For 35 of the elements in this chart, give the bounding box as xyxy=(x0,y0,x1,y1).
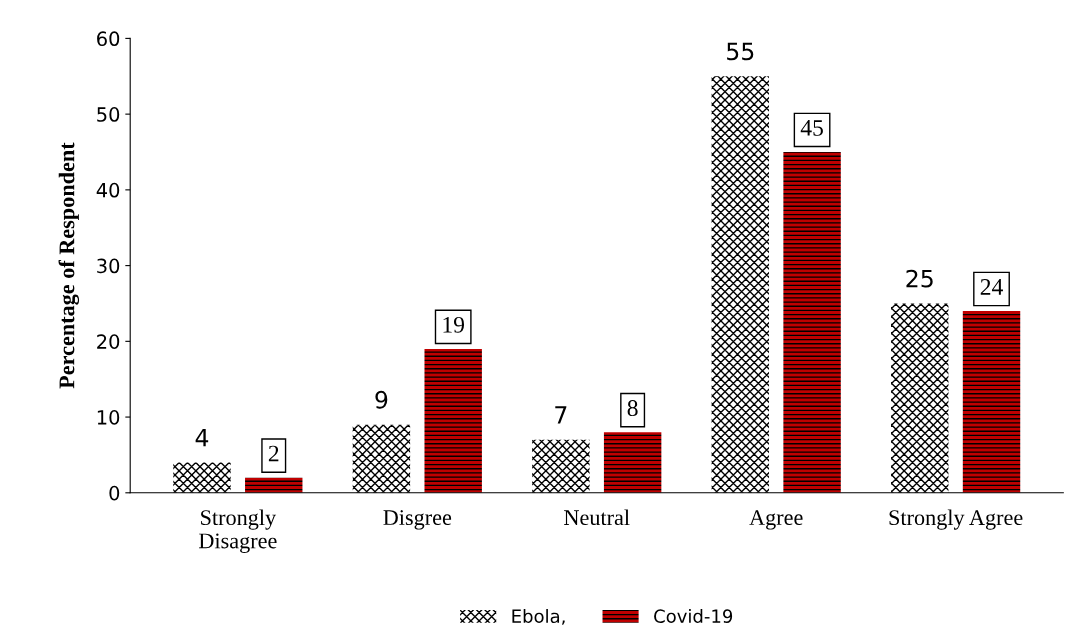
y-tick-label: 50 xyxy=(97,107,120,122)
data-label: 4 xyxy=(195,429,209,447)
y-tick-label: 10 xyxy=(97,410,120,425)
bar xyxy=(532,439,590,493)
legend-label: Ebola, xyxy=(512,609,565,625)
bar xyxy=(245,477,303,493)
bar xyxy=(424,348,482,493)
bar xyxy=(173,462,231,493)
data-label: 19 xyxy=(443,316,465,333)
data-label: 2 xyxy=(268,445,279,462)
x-tick-label: Disgree xyxy=(383,510,452,530)
bar xyxy=(962,311,1021,493)
data-label: 24 xyxy=(980,279,1003,295)
y-tick-label: 60 xyxy=(97,31,120,47)
x-tick-label: Strongly Disagree xyxy=(199,509,277,553)
y-axis-title: Percentage of Respondent xyxy=(58,142,80,389)
bar xyxy=(711,76,770,493)
x-tick-label: Strongly Agree xyxy=(889,509,1023,530)
bar xyxy=(603,432,662,493)
x-tick-label: Neutral xyxy=(564,509,630,526)
y-tick-label: 40 xyxy=(96,182,120,198)
bar xyxy=(783,152,841,493)
bar xyxy=(891,303,949,493)
data-label: 7 xyxy=(555,406,567,424)
x-tick-label: Agree xyxy=(749,510,803,530)
y-tick-label: 20 xyxy=(97,334,120,349)
y-tick-label: 30 xyxy=(97,258,120,274)
y-tick-label: 0 xyxy=(109,485,120,501)
data-label: 9 xyxy=(375,390,388,409)
data-label: 8 xyxy=(627,400,638,417)
legend-label: Covid-19 xyxy=(654,609,733,623)
bar xyxy=(352,424,411,493)
data-label: 55 xyxy=(727,42,754,61)
data-label: 25 xyxy=(906,269,933,288)
data-label: 45 xyxy=(800,120,823,136)
